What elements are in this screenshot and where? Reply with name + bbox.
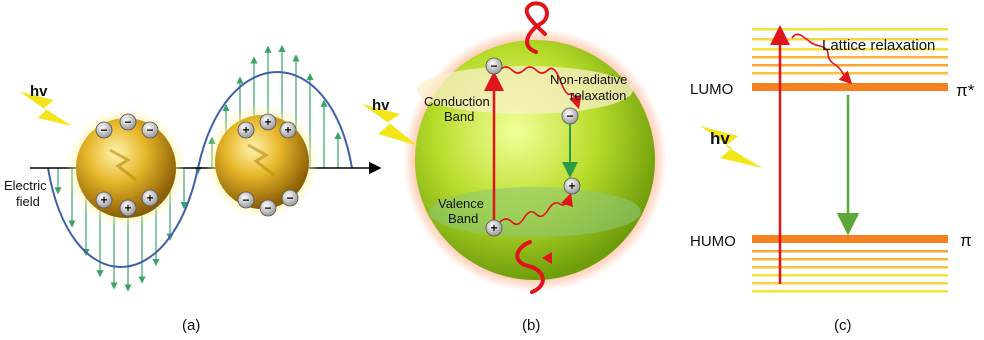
nonradiative-label: relaxation (570, 88, 626, 103)
caption-a: (a) (182, 317, 200, 334)
energy-level (752, 250, 948, 253)
pi-star-label: π* (956, 81, 975, 100)
electron: − (485, 57, 503, 75)
negative-charge: − (95, 121, 113, 139)
svg-text:+: + (264, 115, 271, 129)
particle-shading (109, 148, 137, 182)
electron: − (561, 107, 579, 125)
hv-label: hv (30, 83, 48, 100)
hole: + (485, 219, 503, 237)
nonradiative-wave-bottom (499, 192, 574, 226)
svg-text:−: − (146, 123, 153, 137)
svg-text:+: + (490, 221, 497, 235)
svg-text:+: + (284, 123, 291, 137)
nonradiative-label: Non-radiative (550, 72, 627, 87)
lightning-icon (20, 92, 72, 126)
svg-text:−: − (286, 191, 293, 205)
lightning-icon (700, 126, 762, 168)
lattice-relaxation-wave (791, 33, 853, 85)
lumo-label: LUMO (690, 81, 733, 98)
valence-band-label: Band (448, 211, 478, 226)
energy-level (752, 290, 948, 293)
panel-b: − − + + hv Conduction Band Valence Band … (362, 1, 667, 334)
gold-nanoparticle (215, 115, 309, 209)
particle-shading (247, 143, 275, 177)
emission-squiggle-bottom (515, 240, 545, 294)
homo-level (752, 235, 948, 243)
negative-charge: − (281, 189, 299, 207)
negative-charge: − (259, 199, 277, 217)
conduction-band-label: Band (444, 109, 474, 124)
svg-text:−: − (242, 193, 249, 207)
valence-band (429, 187, 641, 237)
energy-level (752, 28, 948, 31)
energy-level (752, 72, 948, 75)
positive-charge: + (279, 121, 297, 139)
energy-level (752, 48, 948, 51)
svg-text:−: − (490, 59, 497, 73)
hole: + (563, 177, 581, 195)
energy-level (752, 64, 948, 67)
positive-charge: + (95, 191, 113, 209)
lightning-icon (362, 104, 418, 146)
positive-charge: + (237, 121, 255, 139)
energy-level (752, 274, 948, 277)
negative-charge: − (119, 113, 137, 131)
valence-band-label: Valence (438, 196, 484, 211)
svg-text:+: + (124, 201, 131, 215)
conduction-band-label: Conduction (424, 94, 490, 109)
lattice-relaxation-label: Lattice relaxation (822, 37, 935, 54)
svg-text:−: − (264, 201, 271, 215)
emission-squiggle-top (524, 1, 549, 54)
nonradiative-wave-top (499, 66, 582, 110)
energy-level (752, 56, 948, 59)
energy-level (752, 38, 948, 41)
squiggle-arrowhead (542, 252, 552, 264)
surface-charges: − − − + + + + + + − − − (95, 113, 299, 217)
electric-field-label: Electric (4, 178, 47, 193)
svg-text:+: + (242, 123, 249, 137)
svg-text:+: + (568, 179, 575, 193)
energy-level (752, 258, 948, 261)
electric-field-label: field (16, 194, 40, 209)
svg-text:+: + (146, 191, 153, 205)
positive-charge: + (141, 189, 159, 207)
pi-label: π (960, 231, 972, 250)
hv-label: hv (372, 97, 390, 114)
svg-text:−: − (566, 109, 573, 123)
homo-label: HUMO (690, 233, 736, 250)
hv-label: hv (710, 129, 730, 148)
negative-charge: − (141, 121, 159, 139)
positive-charge: + (119, 199, 137, 217)
lower-energy-levels (752, 250, 948, 293)
panel-a: − − − + + + + + + − − − hv Electric field (a) (4, 44, 382, 334)
svg-text:−: − (124, 115, 131, 129)
negative-charge: − (237, 191, 255, 209)
svg-text:+: + (100, 193, 107, 207)
svg-text:−: − (100, 123, 107, 137)
positive-charge: + (259, 113, 277, 131)
lumo-level (752, 83, 948, 91)
energy-level (752, 266, 948, 269)
caption-b: (b) (522, 317, 540, 334)
energy-level (752, 282, 948, 285)
panel-c: Lattice relaxation LUMO HUMO π* π hv (c) (690, 25, 975, 334)
caption-c: (c) (834, 317, 852, 334)
